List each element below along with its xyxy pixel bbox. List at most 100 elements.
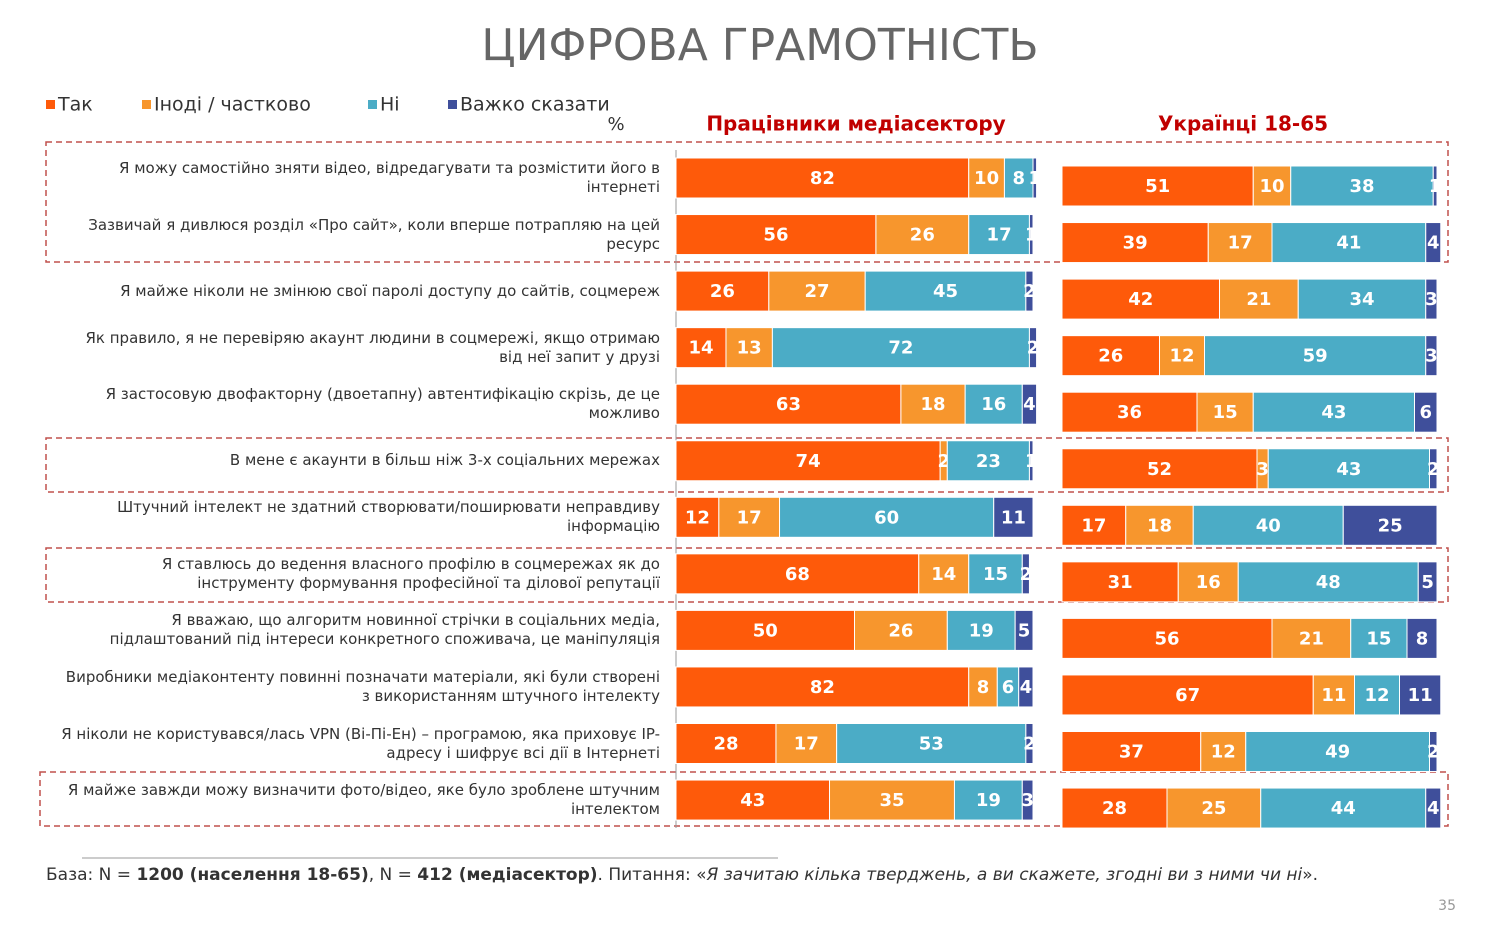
bar-segment (1252, 391, 1415, 433)
legend-label: Іноді / частково (154, 94, 311, 116)
value-label: 59 (1303, 346, 1328, 367)
bar-segment (993, 496, 1034, 538)
bar-segment (1271, 222, 1427, 264)
value-label: 36 (1117, 402, 1142, 423)
value-label: 26 (910, 225, 935, 246)
bar-segment (1354, 674, 1400, 716)
value-label: 82 (810, 677, 835, 698)
footnote-part: Я зачитаю кілька тверджень, а ви скажете… (706, 865, 1303, 885)
bar-segment (1018, 666, 1034, 708)
value-label: 74 (796, 451, 821, 472)
value-label: 13 (737, 338, 762, 359)
bar-segment (1021, 779, 1034, 821)
bar-segment (675, 723, 777, 764)
value-label: 25 (1201, 798, 1226, 819)
value-label: 2 (1020, 564, 1033, 585)
unit-label: % (607, 114, 624, 135)
category-label: Я застосовую двофакторну (двоетапну) авт… (105, 385, 660, 423)
value-label: 21 (1299, 628, 1324, 649)
value-label: 41 (1336, 233, 1361, 254)
value-label: 40 (1256, 515, 1281, 536)
legend-label: Важко сказати (460, 94, 610, 116)
bar-segment (675, 214, 877, 256)
value-label: 23 (976, 451, 1001, 472)
value-label: 17 (1228, 233, 1253, 254)
category-label: Я майже ніколи не змінюю свої паролі дос… (120, 281, 660, 300)
footnote-part: . Питання: « (598, 865, 707, 885)
footnote-part: ». (1302, 865, 1318, 885)
bar-segment (1417, 561, 1438, 603)
value-label: 56 (763, 225, 788, 246)
bar-segment (864, 270, 1027, 312)
bar-segment (1342, 504, 1438, 546)
value-label: 5 (1018, 620, 1031, 641)
value-label: 15 (1366, 628, 1391, 649)
value-label: 17 (794, 734, 819, 755)
category-label: Штучний інтелект не здатний створювати/п… (117, 498, 660, 536)
bar-segment (1425, 335, 1438, 377)
value-label: 6 (1002, 677, 1015, 698)
bar-segment (968, 666, 998, 708)
value-label: 43 (1336, 459, 1361, 480)
category-label-box: Я ніколи не користувався/лась VPN (Ві-Пі… (61, 725, 660, 762)
value-label: 45 (933, 281, 958, 302)
value-label: 39 (1123, 233, 1148, 254)
highlight-box (45, 547, 1449, 603)
value-label: 8 (1012, 168, 1025, 189)
value-label: 16 (1196, 572, 1221, 593)
panel-title: Працівники медіасектору (706, 112, 1005, 136)
bar-segment (1061, 222, 1209, 264)
legend-label: Ні (380, 94, 400, 116)
value-label: 49 (1325, 742, 1350, 763)
value-label: 2 (1023, 281, 1036, 302)
bar-segment (946, 609, 1016, 651)
bar-segment (1425, 222, 1442, 264)
value-label: 18 (921, 394, 946, 415)
bar-segment (1061, 448, 1258, 490)
value-label: 8 (977, 677, 990, 698)
bar-segment (675, 327, 727, 369)
value-label: 11 (1321, 685, 1346, 706)
category-label-box: Я майже завжди можу визначити фото/відео… (68, 781, 660, 818)
value-label: 2 (1023, 734, 1036, 755)
value-label: 50 (753, 620, 778, 641)
highlight-box (45, 437, 1449, 493)
category-label-box: Я майже ніколи не змінюю свої паролі дос… (120, 281, 660, 300)
bar-segment (675, 553, 920, 595)
legend-swatch (368, 100, 377, 109)
value-label: 60 (874, 507, 899, 528)
value-label: 11 (1408, 685, 1433, 706)
bar-segment (1028, 327, 1038, 369)
value-label: 14 (931, 564, 956, 585)
value-label: 25 (1378, 515, 1403, 536)
value-label: 43 (1321, 402, 1346, 423)
bar-segment (1312, 674, 1355, 716)
category-label-box: Зазвичай я дивлюся розділ «Про сайт», ко… (88, 216, 660, 253)
bar-segment (1177, 561, 1239, 603)
bar-segment (1061, 674, 1314, 716)
category-label-box: В мене є акаунти в більш ніж 3-х соціаль… (230, 451, 660, 469)
value-label: 42 (1128, 289, 1153, 310)
bar-segment (1290, 165, 1434, 207)
value-label: 1 (1029, 168, 1042, 189)
bar-segment (1061, 561, 1179, 603)
bar-segment (1204, 335, 1427, 377)
bar-segment (953, 779, 1023, 821)
value-label: 43 (740, 790, 765, 811)
bar-segment (1061, 278, 1220, 320)
bar-segment (1267, 448, 1430, 490)
category-label-box: Я ставлюсь до ведення власного профілю в… (161, 554, 660, 592)
value-label: 3 (1256, 459, 1269, 480)
bar-segment (675, 440, 941, 482)
value-label: 17 (1081, 515, 1106, 536)
value-label: 12 (685, 507, 710, 528)
bar-segment (1271, 617, 1352, 659)
category-label-box: Виробники медіаконтенту повинні позначат… (66, 668, 660, 705)
bar-segment (675, 157, 970, 199)
value-label: 3 (1425, 289, 1438, 310)
bar-segment (1003, 157, 1034, 199)
value-label: 26 (888, 620, 913, 641)
category-label: Я ставлюсь до ведення власного профілю в… (161, 554, 660, 592)
legend-swatch (142, 100, 151, 109)
